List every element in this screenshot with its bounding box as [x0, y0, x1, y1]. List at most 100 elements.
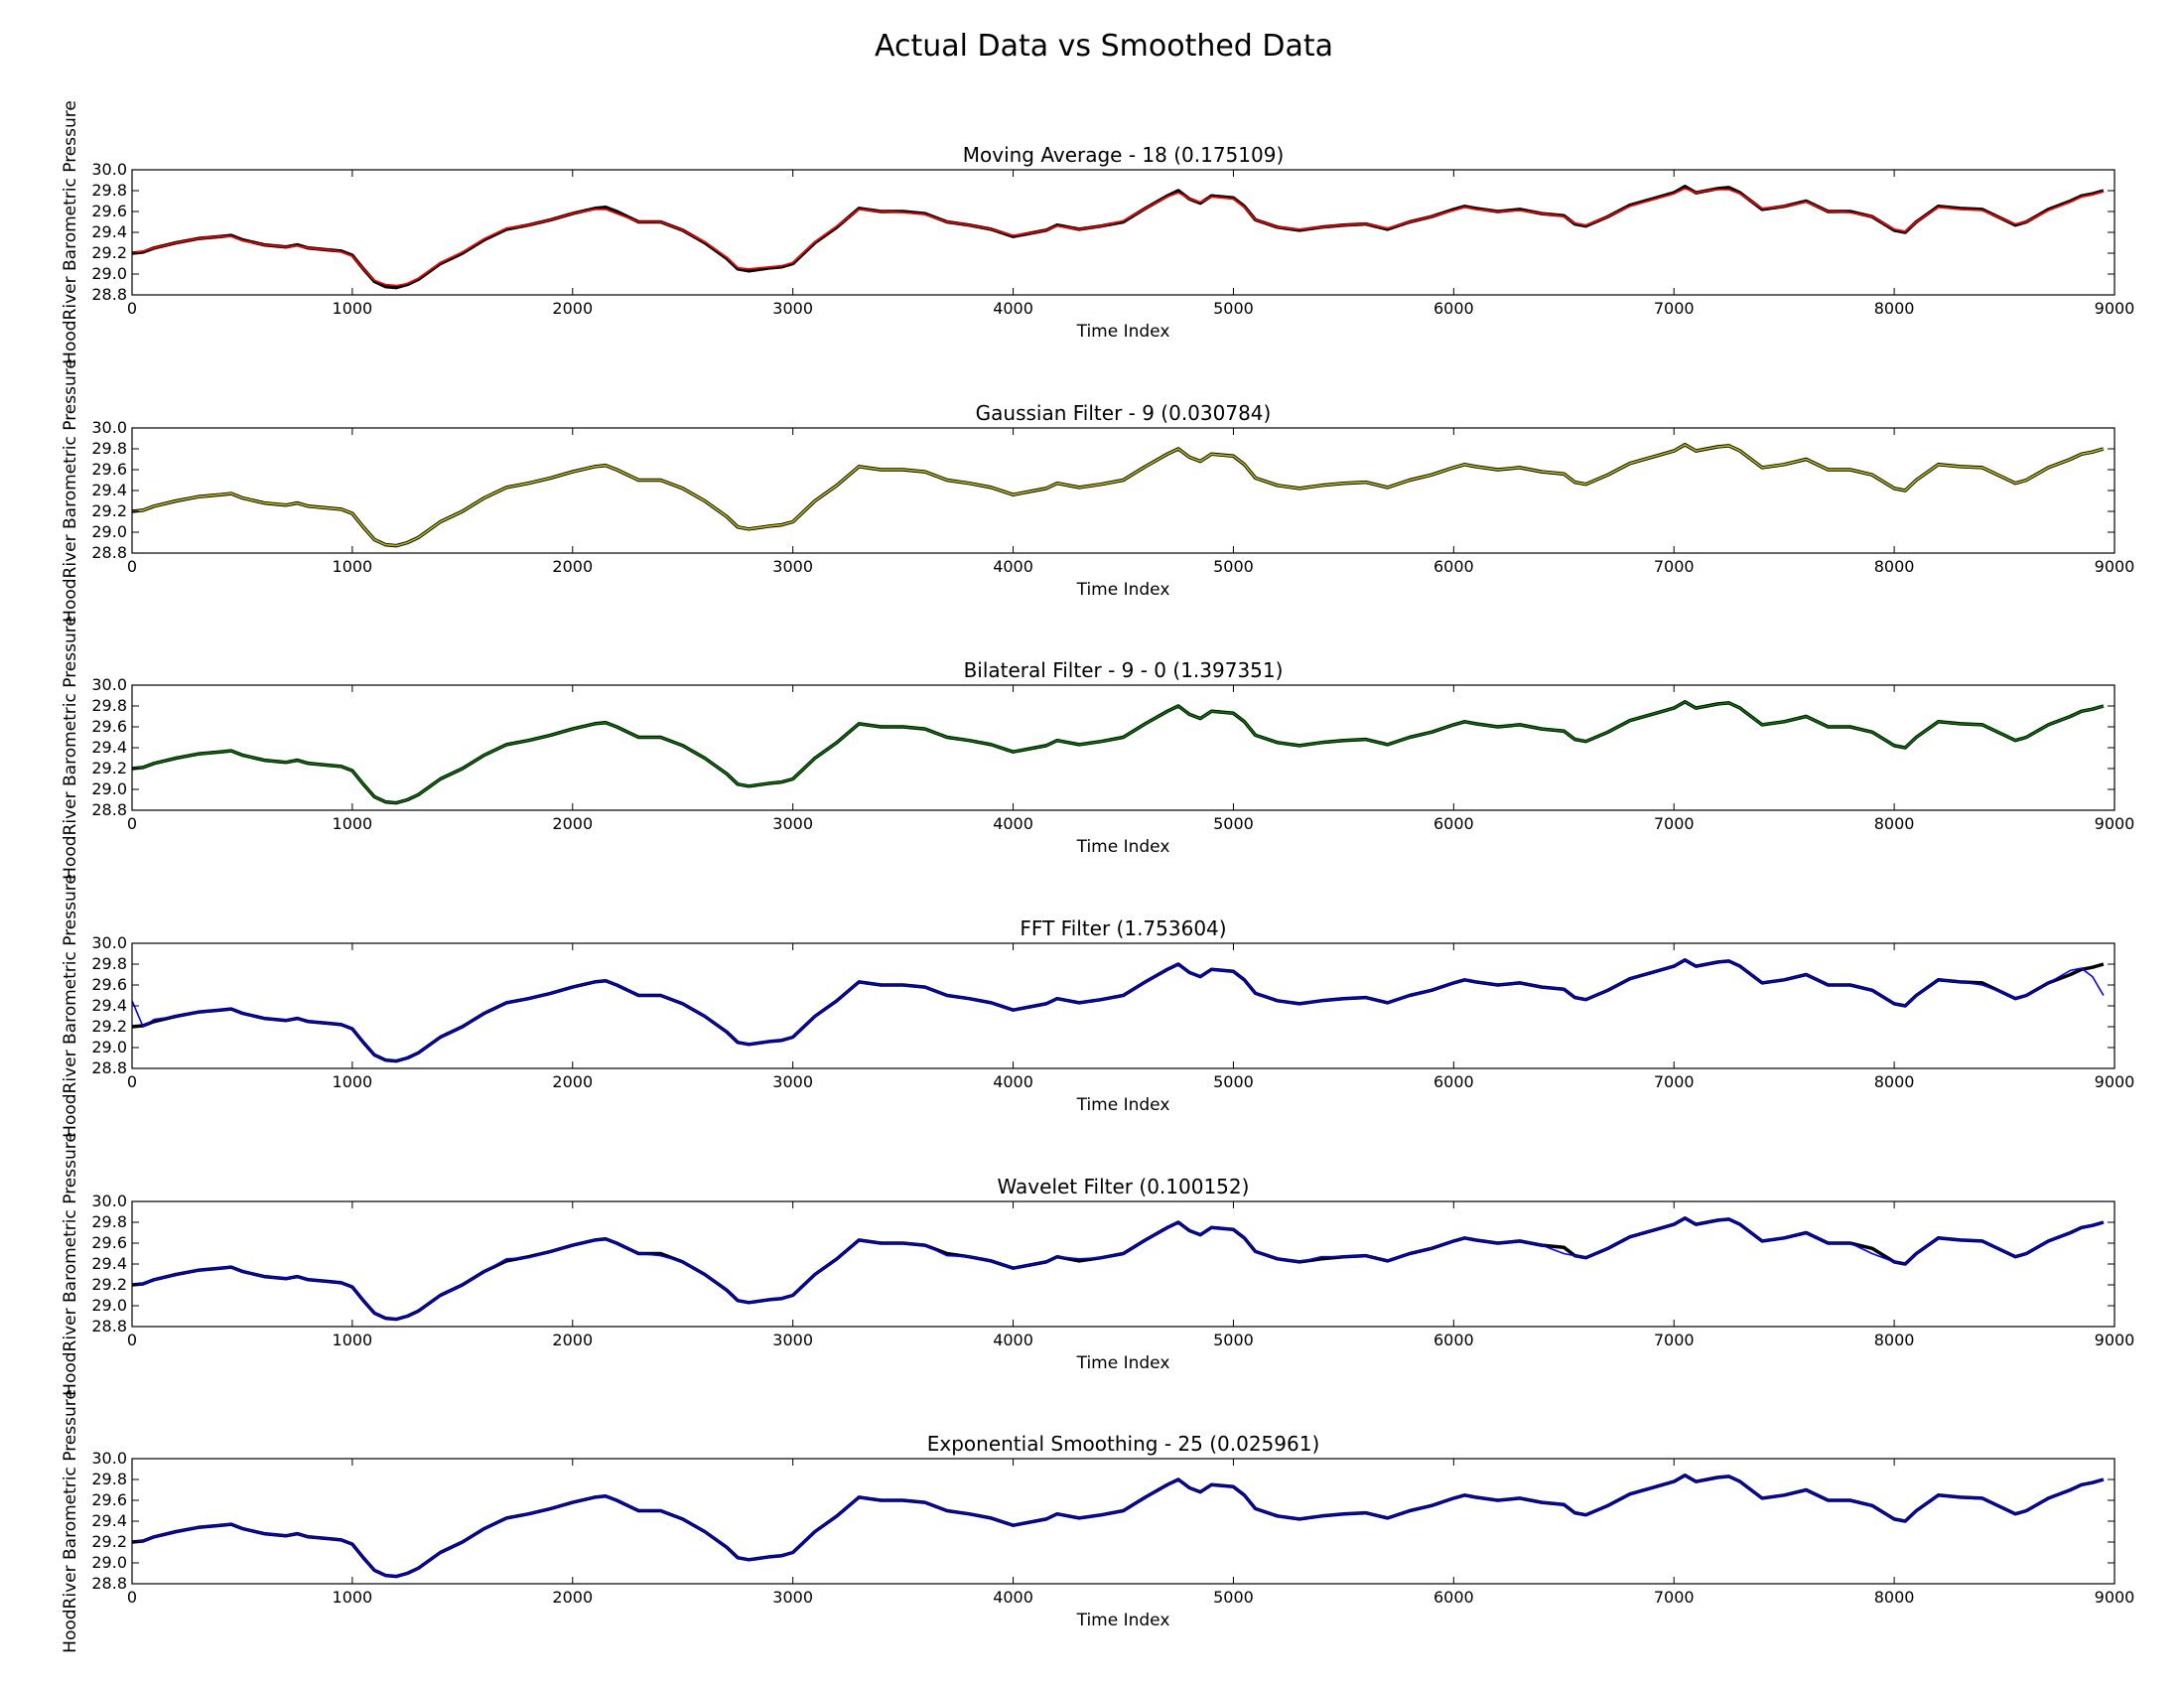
x-tick-label: 9000	[2095, 299, 2135, 318]
y-tick-label: 28.8	[91, 1574, 127, 1593]
x-tick-label: 7000	[1654, 299, 1695, 318]
x-tick-label: 9000	[2095, 557, 2135, 576]
series-smoothed-line	[132, 444, 2105, 547]
x-tick-label: 3000	[772, 557, 813, 576]
y-tick-label: 29.0	[91, 779, 127, 798]
x-tick-label: 7000	[1654, 557, 1695, 576]
y-tick-label: 29.8	[91, 954, 127, 973]
y-tick-label: 29.6	[91, 717, 127, 736]
x-axis-label: Time Index	[1076, 322, 1170, 342]
subplot-3: Bilateral Filter - 9 - 0 (1.397351) 0 1000…	[61, 616, 2134, 880]
x-tick-label: 6000	[1433, 1072, 1474, 1091]
x-tick-label: 6000	[1433, 299, 1474, 318]
y-tick-label: 29.0	[91, 1038, 127, 1056]
y-tick-label: 29.0	[91, 1553, 127, 1572]
x-tick-label: 7000	[1654, 1331, 1695, 1349]
y-tick-label: 30.0	[91, 1449, 127, 1468]
subplot-title: Gaussian Filter - 9 (0.030784)	[976, 401, 1272, 425]
x-axis-label: Time Index	[1076, 1353, 1170, 1373]
subplot-title: FFT Filter (1.753604)	[1020, 916, 1226, 940]
y-tick-label: 29.8	[91, 439, 127, 458]
subplots-container: Moving Average - 18 (0.175109) 0 1000 2000 3…	[61, 100, 2134, 1653]
x-tick-label: 8000	[1874, 299, 1915, 318]
y-tick-label: 30.0	[91, 933, 127, 952]
x-tick-label: 2000	[552, 1588, 593, 1607]
x-tick-label: 7000	[1654, 1072, 1695, 1091]
x-tick-label: 6000	[1433, 557, 1474, 576]
y-tick-label: 29.8	[91, 696, 127, 715]
x-tick-label: 3000	[772, 299, 813, 318]
x-tick-label: 1000	[333, 1588, 373, 1607]
x-tick-label: 1000	[333, 814, 373, 833]
y-tick-label: 29.2	[91, 1275, 127, 1294]
x-tick-label: 5000	[1213, 299, 1254, 318]
x-tick-label: 2000	[552, 1072, 593, 1091]
y-tick-label: 29.2	[91, 759, 127, 777]
y-axis-label: HoodRiver Barometric Pressure	[61, 100, 80, 364]
x-tick-label: 8000	[1874, 814, 1915, 833]
x-tick-label: 1000	[333, 299, 373, 318]
y-tick-label: 28.8	[91, 543, 127, 562]
x-tick-label: 2000	[552, 299, 593, 318]
x-tick-label: 8000	[1874, 1588, 1915, 1607]
y-tick-label: 29.4	[91, 738, 127, 757]
x-tick-label: 5000	[1213, 557, 1254, 576]
series-smoothed-line	[132, 959, 2105, 1062]
x-axis-label: Time Index	[1076, 1611, 1170, 1630]
x-tick-label: 8000	[1874, 557, 1915, 576]
x-tick-label: 2000	[552, 1331, 593, 1349]
x-axis-label: Time Index	[1076, 837, 1170, 857]
y-axis-label: HoodRiver Barometric Pressure	[61, 616, 80, 880]
x-tick-label: 0	[127, 557, 137, 576]
x-tick-label: 6000	[1433, 1588, 1474, 1607]
y-axis-label: HoodRiver Barometric Pressure	[61, 358, 80, 623]
subplot-4: FFT Filter (1.753604) 0 1000 2000 3000 4000 50…	[61, 874, 2134, 1138]
y-tick-label: 29.4	[91, 996, 127, 1015]
x-tick-label: 5000	[1213, 1588, 1254, 1607]
y-tick-label: 29.6	[91, 1490, 127, 1509]
y-tick-label: 29.0	[91, 1296, 127, 1315]
y-tick-label: 29.4	[91, 222, 127, 241]
x-tick-label: 2000	[552, 814, 593, 833]
x-tick-label: 4000	[993, 1331, 1033, 1349]
x-tick-label: 3000	[772, 814, 813, 833]
x-axis-label: Time Index	[1076, 1095, 1170, 1115]
x-tick-label: 0	[127, 1588, 137, 1607]
data-lines	[132, 958, 2105, 1063]
x-tick-label: 7000	[1654, 1588, 1695, 1607]
data-lines	[132, 1216, 2105, 1322]
x-tick-label: 6000	[1433, 1331, 1474, 1349]
x-tick-label: 6000	[1433, 814, 1474, 833]
subplot-title: Wavelet Filter (0.100152)	[998, 1175, 1250, 1198]
y-tick-label: 29.2	[91, 501, 127, 520]
y-tick-label: 29.6	[91, 1233, 127, 1252]
y-tick-label: 29.0	[91, 522, 127, 541]
x-tick-label: 2000	[552, 557, 593, 576]
x-tick-label: 0	[127, 1072, 137, 1091]
x-tick-label: 9000	[2095, 814, 2135, 833]
x-tick-label: 8000	[1874, 1331, 1915, 1349]
x-tick-label: 0	[127, 814, 137, 833]
y-tick-label: 28.8	[91, 285, 127, 304]
y-tick-label: 29.6	[91, 975, 127, 994]
y-tick-label: 29.4	[91, 481, 127, 499]
x-tick-label: 1000	[333, 1331, 373, 1349]
x-tick-label: 4000	[993, 557, 1033, 576]
y-tick-label: 29.0	[91, 264, 127, 283]
data-lines	[132, 1474, 2105, 1579]
subplot-2: Gaussian Filter - 9 (0.030784) 0 1000 2000 3…	[61, 358, 2134, 623]
subplot-title: Bilateral Filter - 9 - 0 (1.397351)	[964, 658, 1284, 682]
y-axis-label: HoodRiver Barometric Pressure	[61, 874, 80, 1138]
x-tick-label: 3000	[772, 1588, 813, 1607]
data-lines	[132, 443, 2105, 548]
y-tick-label: 29.2	[91, 1532, 127, 1551]
x-tick-label: 0	[127, 299, 137, 318]
y-tick-label: 30.0	[91, 418, 127, 437]
y-tick-label: 28.8	[91, 1317, 127, 1336]
x-tick-label: 5000	[1213, 814, 1254, 833]
x-axis-label: Time Index	[1076, 580, 1170, 600]
series-smoothed-line	[132, 1217, 2105, 1321]
series-smoothed-line	[132, 701, 2105, 804]
